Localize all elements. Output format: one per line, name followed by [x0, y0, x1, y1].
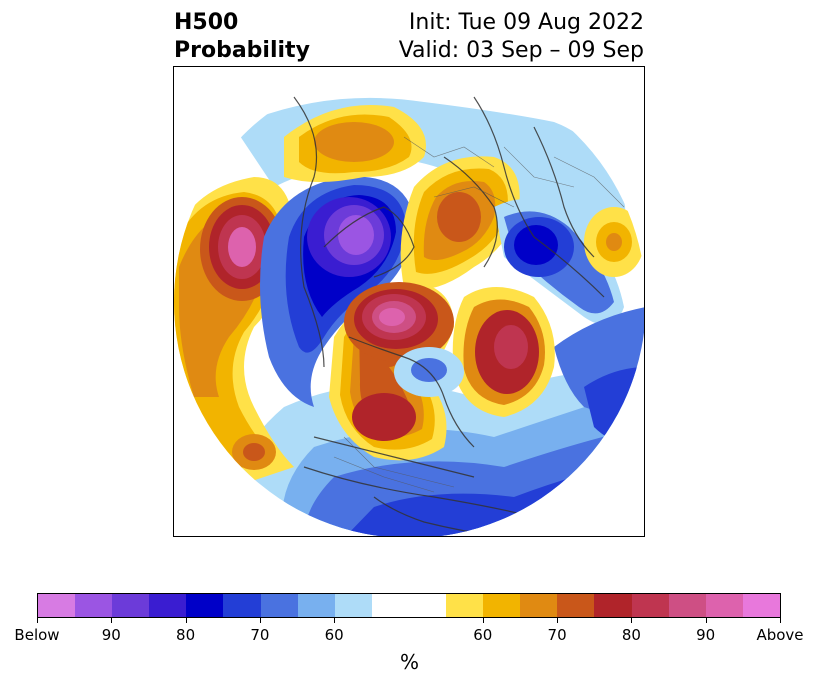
colorbar-tick-label: 60: [473, 626, 493, 644]
colorbar-tick: [482, 618, 484, 623]
colorbar-tick: [37, 618, 38, 623]
region-darkorange-europe: [314, 122, 394, 162]
colorbar-tick-label: 80: [621, 626, 641, 644]
region-pink-arctic: [379, 308, 405, 326]
title-variable: H500: [174, 10, 239, 35]
colorbar-tick-label: 70: [547, 626, 567, 644]
colorbar-swatch: [520, 594, 558, 617]
region-darkorange-pacific-small: [243, 443, 265, 461]
title-product: Probability: [174, 38, 310, 63]
coastlines: [293, 96, 605, 536]
region-purple-greenland: [338, 215, 374, 255]
colorbar-swatch: [297, 594, 335, 617]
colorbar-tick: [259, 618, 261, 623]
colorbar-tick-label: Above: [756, 626, 804, 644]
colorbar-swatch: [631, 594, 669, 617]
colorbar-tick-label: 90: [101, 626, 121, 644]
colorbar-tick: [111, 618, 113, 623]
colorbar-tick-label: 80: [176, 626, 196, 644]
colorbar-swatch: [668, 594, 706, 617]
colorbar-tick-label: 60: [324, 626, 344, 644]
region-brown-asia: [437, 192, 481, 242]
colorbar-tick: [557, 618, 559, 623]
valid-range: Valid: 03 Sep – 09 Sep: [398, 38, 644, 63]
colorbar-swatch: [483, 594, 521, 617]
colorbar-swatch: [223, 594, 261, 617]
colorbar-swatch: [112, 594, 150, 617]
region-red-namerica: [352, 393, 416, 441]
region-blue-hudson: [411, 358, 447, 382]
colorbar-swatch: [149, 594, 187, 617]
colorbar: [37, 593, 781, 618]
map-subtitle: Init: Tue 09 Aug 2022 Valid: 03 Sep – 09…: [399, 9, 644, 65]
colorbar-swatch: [594, 594, 632, 617]
colorbar-tick: [631, 618, 633, 623]
colorbar-swatch: [75, 594, 113, 617]
colorbar-tick: [185, 618, 187, 623]
colorbar-tick: [780, 618, 781, 623]
colorbar-unit-label: %: [399, 650, 419, 674]
colorbar-swatch: [742, 594, 780, 617]
colorbar-swatch: [186, 594, 224, 617]
colorbar-tick-label: Below: [14, 626, 60, 644]
colorbar-tick-label: 90: [696, 626, 716, 644]
region-crimson-arctic-east: [494, 325, 528, 369]
colorbar-swatch: [334, 594, 372, 617]
map-title: H500 Probability: [174, 9, 310, 65]
colorbar-tick: [334, 618, 336, 623]
region-darkorange-edge: [606, 233, 622, 251]
colorbar-swatch: [557, 594, 595, 617]
region-navy-eastasia: [514, 225, 558, 265]
colorbar-swatch: [38, 594, 76, 617]
probability-field: [174, 67, 644, 536]
colorbar-swatch: [446, 594, 484, 617]
colorbar-tick: [705, 618, 707, 623]
colorbar-swatch: [705, 594, 743, 617]
colorbar-tick-label: 70: [250, 626, 270, 644]
polar-map: [173, 66, 645, 537]
init-date: Init: Tue 09 Aug 2022: [408, 10, 644, 35]
political-borders: [333, 136, 625, 493]
colorbar-swatch: [371, 594, 447, 617]
region-pink-pacific: [228, 227, 256, 267]
colorbar-ticks: Below 90 80 70 60 60 70 80 90 Above: [14, 618, 804, 648]
colorbar-swatch: [260, 594, 298, 617]
